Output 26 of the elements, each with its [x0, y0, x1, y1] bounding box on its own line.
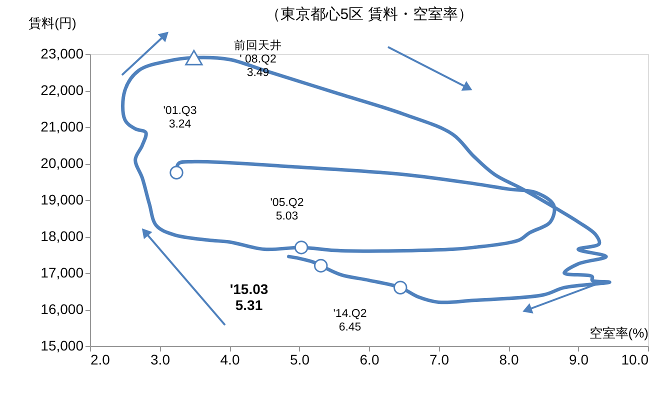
- y-tick-label: 23,000: [40, 46, 84, 62]
- annotation: '15.03 5.31: [230, 281, 268, 313]
- annotation: 前回天井 ' 08.Q2 3.49: [234, 39, 282, 79]
- x-tick-label: 6.0: [360, 352, 380, 368]
- x-tick-label: 3.0: [150, 352, 170, 368]
- y-tick-label: 20,000: [40, 155, 84, 171]
- y-axis-title: 賃料(円): [28, 16, 76, 30]
- y-tick-label: 18,000: [40, 228, 84, 244]
- x-tick-label: 8.0: [499, 352, 519, 368]
- x-axis-title: 空室率(%): [589, 326, 648, 340]
- y-tick-label: 19,000: [40, 192, 84, 208]
- x-tick-label: 7.0: [430, 352, 450, 368]
- x-tick-label: 2.0: [90, 352, 110, 368]
- annotation: '14.Q2 6.45: [333, 308, 367, 334]
- annotation: '01.Q3 3.24: [163, 105, 197, 130]
- x-tick-label: 10.0: [621, 352, 649, 368]
- y-tick-label: 16,000: [40, 301, 84, 317]
- x-tick-label: 9.0: [569, 352, 589, 368]
- y-tick-label: 17,000: [40, 264, 84, 280]
- y-tick-label: 21,000: [40, 118, 84, 134]
- annotation: '05.Q2 5.03: [270, 197, 304, 222]
- y-tick-label: 22,000: [40, 82, 84, 98]
- y-tick-label: 15,000: [40, 338, 84, 354]
- x-tick-label: 4.0: [220, 352, 240, 368]
- x-tick-label: 5.0: [290, 352, 310, 368]
- chart-title: （東京都心5区 賃料・空室率）: [265, 6, 473, 23]
